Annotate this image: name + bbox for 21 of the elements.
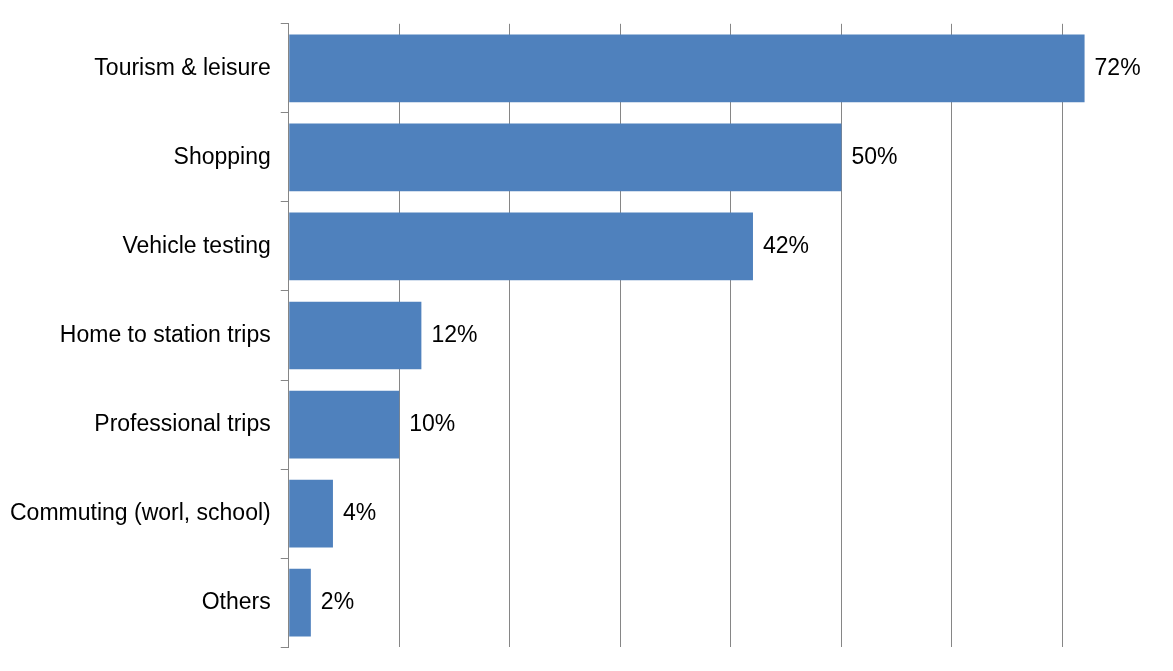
y-tick-label: Tourism & leisure [94,53,271,80]
bar [289,390,400,459]
y-tick-label: Vehicle testing [122,231,271,258]
y-tick-label: Shopping [173,142,271,169]
data-label: 72% [1094,53,1141,80]
data-label: 50% [851,142,898,169]
data-label: 12% [431,320,478,347]
bar [289,212,753,281]
y-tick-label: Home to station trips [59,320,271,347]
bar [289,568,311,637]
bar [289,34,1085,103]
y-tick-label: Others [201,588,271,615]
data-label: 42% [762,231,810,258]
y-tick-label: Commuting (worl, school) [9,498,271,525]
bar [289,479,333,548]
bar [289,301,422,370]
data-label: 4% [342,498,377,525]
data-label: 10% [409,409,456,436]
y-tick-label: Professional trips [94,409,271,436]
data-label: 2% [320,588,355,615]
bar [289,123,842,192]
